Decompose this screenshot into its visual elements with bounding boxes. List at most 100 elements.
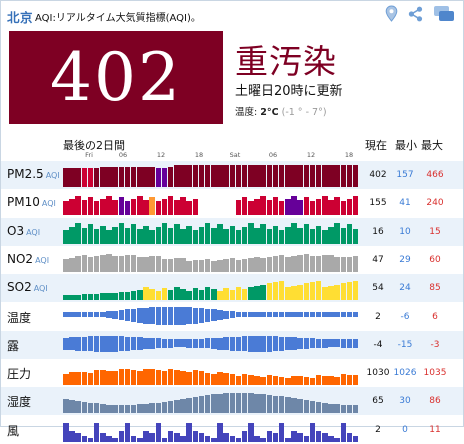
history-bar [192,338,199,348]
history-bar [291,255,297,272]
history-bar [69,337,75,351]
history-bar [81,294,88,301]
history-bar [315,430,322,442]
row-hum[interactable]: 湿度 65 30 86 [1,387,463,416]
history-bar [291,398,297,414]
history-bar [161,401,168,414]
row-pm10[interactable]: PM10 AQI 155 41 240 [1,189,463,217]
history-bar [186,260,192,272]
history-bar [124,291,131,301]
value-min: 1026 [393,368,417,379]
history-bar [254,164,260,187]
history-bar [303,254,310,272]
history-bar [334,339,340,348]
row-so2[interactable]: SO2 AQI 54 24 85 [1,274,463,303]
history-bar [309,229,316,244]
history-bar [340,200,347,216]
history-bar [248,200,254,216]
history-bar [112,199,118,216]
history-bar [75,433,81,442]
history-bar [198,289,205,301]
time-tick: 18 [344,151,354,159]
history-bar [192,164,199,187]
history-bar [322,230,328,244]
row-temp[interactable]: 温度 2 -6 6 [1,303,463,331]
history-bar [93,168,100,187]
history-bar [303,377,310,386]
history-bar [272,197,279,216]
history-bar [285,438,291,442]
value-current: 402 [369,170,387,180]
history-bar [124,422,131,442]
history-bar [254,336,260,352]
history-bar [180,398,186,414]
history-bar [315,338,322,348]
history-bar [167,306,174,325]
history-bar [260,336,266,352]
history-bar [315,281,322,301]
history-bar [254,285,260,301]
row-pres[interactable]: 圧力 1030 1026 1035 [1,359,463,387]
value-max: 6 [432,311,438,322]
history-sparkline [63,333,359,357]
history-bar [63,374,69,386]
history-bar [352,164,359,187]
history-bar [235,286,242,301]
history-bar [223,393,229,414]
row-wind[interactable]: 風 2 0 11 [1,416,463,444]
row-no2[interactable]: NO2 AQI 47 29 60 [1,246,463,274]
history-bar [266,336,273,352]
history-bar [167,338,174,348]
history-sparkline [63,163,359,187]
history-bar [198,308,205,323]
history-bar [161,258,168,272]
history-bar [297,284,303,301]
map-pin-icon[interactable] [385,5,398,22]
history-bar [137,257,143,272]
widgets-icon[interactable] [433,5,455,22]
history-bar [124,228,131,244]
history-bar [118,292,125,301]
row-pm25[interactable]: PM2.5 AQI 402 157 466 [1,161,463,189]
history-bar [248,287,254,301]
row-o3[interactable]: O3 AQI 16 10 15 [1,217,463,246]
history-bar [241,312,248,317]
row-label: 温度 [7,309,31,326]
value-max: 86 [429,396,441,407]
history-bar [180,197,186,216]
history-bar [235,164,242,187]
history-bar [248,336,254,352]
history-bar [143,199,149,216]
history-bar [260,258,266,272]
history-bar [229,164,236,187]
history-bar [155,290,162,301]
history-bar [291,223,297,244]
history-bar [272,225,279,244]
history-bar [118,368,125,386]
history-bar [223,164,229,187]
history-bar [186,225,192,244]
history-bar [180,258,186,272]
history-bar [198,395,205,414]
history-bar [180,435,186,442]
history-bar [167,400,174,414]
time-tick: 06 [268,151,278,159]
history-bar [143,286,149,301]
row-unit: AQI [41,199,56,209]
history-bar [241,226,248,244]
history-bar [328,285,334,301]
history-bar [143,430,149,442]
time-tick: Sat [229,151,241,159]
city-name[interactable]: 北京 [7,9,34,25]
history-bar [149,288,155,301]
history-bar [285,164,291,187]
history-bar [87,312,94,317]
history-bar [291,337,297,350]
history-bar [118,197,125,216]
history-bar [75,196,81,216]
row-dew[interactable]: 露 -4 -15 -3 [1,330,463,359]
history-bar [75,371,81,386]
history-bar [186,422,192,442]
share-icon[interactable] [408,6,423,22]
history-bar [260,164,266,187]
